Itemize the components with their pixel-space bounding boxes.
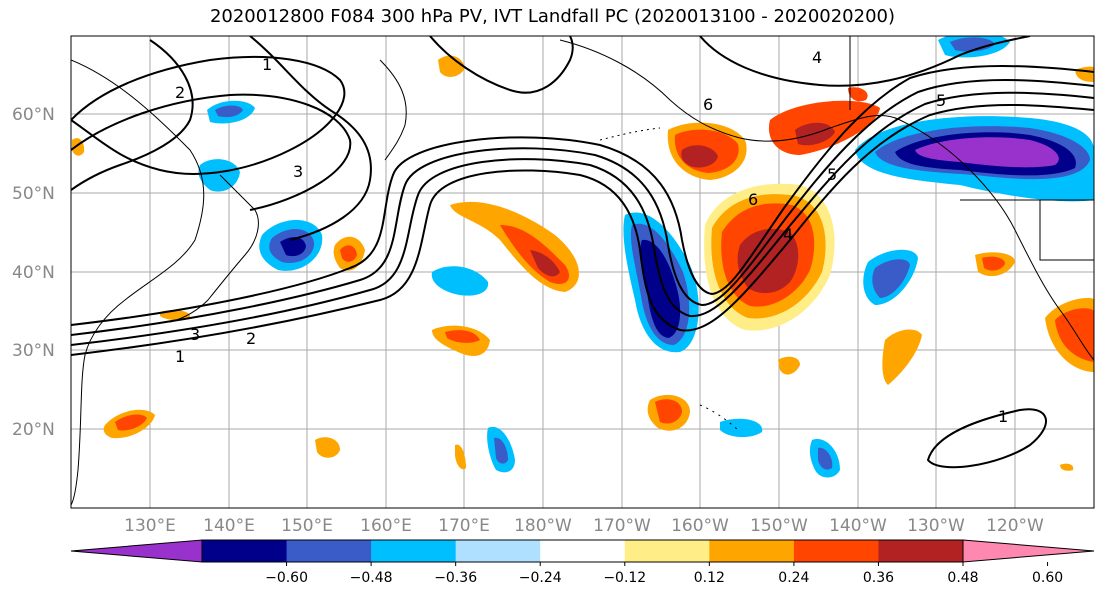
lon-tick-label: 130°W: [907, 516, 965, 536]
lon-tick-label: 130°E: [124, 516, 176, 536]
lat-tick-label: 60°N: [12, 105, 55, 125]
coast-alaska: [559, 39, 1094, 361]
hawaii-islands: [699, 404, 739, 431]
map-title: 2020012800 F084 300 hPa PV, IVT Landfall…: [209, 6, 896, 27]
colorbar-tick-label: −0.12: [603, 570, 646, 586]
colorbar-tick-label: 0.60: [1032, 570, 1063, 586]
colorbar-segment: [793, 540, 879, 562]
colorbar-outline: [201, 539, 964, 563]
lon-tick-label: 170°E: [438, 516, 490, 536]
contour-label: 2: [175, 83, 185, 102]
colorbar-tick-label: 0.36: [863, 570, 894, 586]
contour-label: 2: [246, 329, 256, 348]
colorbar-segment: [455, 540, 541, 562]
colorbar-tick-label: 0.24: [778, 570, 809, 586]
graticule: [71, 36, 1094, 508]
aleutian-islands: [599, 127, 661, 141]
coast-kamchatka: [379, 59, 407, 161]
colorbar: [70, 539, 1095, 563]
colorbar-segment: [878, 540, 964, 562]
lon-tick-label: 140°W: [829, 516, 887, 536]
colorbar-tick-label: −0.60: [265, 570, 308, 586]
colorbar-segment: [709, 540, 795, 562]
lon-tick-label: 150°E: [281, 516, 333, 536]
contour-label: 1: [998, 407, 1008, 426]
lon-tick-label: 180°W: [514, 516, 572, 536]
contour-label: 5: [936, 91, 946, 110]
contour-label: 1: [262, 55, 272, 74]
lon-tick-label: 120°W: [986, 516, 1044, 536]
lon-tick-label: 160°E: [360, 516, 412, 536]
lon-tick-label: 140°E: [203, 516, 255, 536]
colorbar-under-arrow: [70, 539, 203, 563]
contour-main-jet: [71, 104, 1094, 356]
contour-label: 3: [293, 162, 303, 181]
colorbar-segment: [202, 540, 288, 562]
colorbar-tick-label: −0.24: [519, 570, 562, 586]
coast-japan: [169, 174, 259, 323]
contour-label: 4: [812, 48, 822, 67]
colorbar-tick-label: −0.36: [434, 570, 477, 586]
colorbar-segment: [540, 540, 626, 562]
pv-contours: [71, 36, 1094, 469]
contour-label: 1: [175, 347, 185, 366]
colorbar-tick-label: −0.48: [350, 570, 393, 586]
colorbar-labels: −0.60 −0.48 −0.36 −0.24 −0.12 0.12 0.24 0.36 0.4…: [265, 562, 1063, 586]
contour-label: 6: [703, 95, 713, 114]
contour-eurasian: [71, 55, 346, 175]
contour-label: 6: [748, 190, 758, 209]
colorbar-segment: [286, 540, 372, 562]
colorbar-tick-label: 0.12: [694, 570, 725, 586]
colorbar-segment: [371, 540, 457, 562]
colorbar-tick-label: 0.48: [947, 570, 978, 586]
lat-tick-label: 50°N: [12, 184, 55, 204]
lon-tick-label: 160°W: [671, 516, 729, 536]
colorbar-segment: [624, 540, 710, 562]
contour-labels: 1 2 3 4 5 6 1 2 3 4 5 6 1: [175, 48, 1008, 426]
lat-tick-label: 20°N: [12, 420, 55, 440]
contour-label: 4: [783, 225, 793, 244]
map-border: [70, 35, 1095, 509]
lon-tick-label: 150°W: [750, 516, 808, 536]
pv-shading: [72, 36, 1094, 478]
contour-label: 5: [827, 165, 837, 184]
contour-label: 3: [190, 325, 200, 344]
contour-subtropical: [926, 408, 1047, 469]
lat-tick-label: 30°N: [12, 341, 55, 361]
lon-tick-label: 170°W: [593, 516, 651, 536]
lat-tick-label: 40°N: [12, 263, 55, 283]
lon-labels: 130°E 140°E 150°E 160°E 170°E 180°W 170°…: [124, 516, 1044, 536]
colorbar-over-arrow: [962, 539, 1095, 563]
lat-labels: 20°N 30°N 40°N 50°N 60°N: [12, 105, 55, 440]
